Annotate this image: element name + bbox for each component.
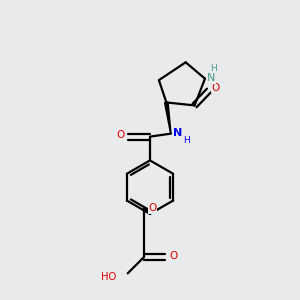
Text: N: N: [173, 128, 182, 138]
Text: N: N: [207, 73, 216, 83]
Text: O: O: [211, 82, 220, 93]
Polygon shape: [165, 102, 171, 134]
Text: H: H: [183, 136, 190, 145]
Text: H: H: [211, 64, 217, 73]
Text: O: O: [148, 203, 157, 213]
Text: O: O: [169, 250, 177, 260]
Text: HO: HO: [101, 272, 116, 282]
Text: O: O: [116, 130, 124, 140]
